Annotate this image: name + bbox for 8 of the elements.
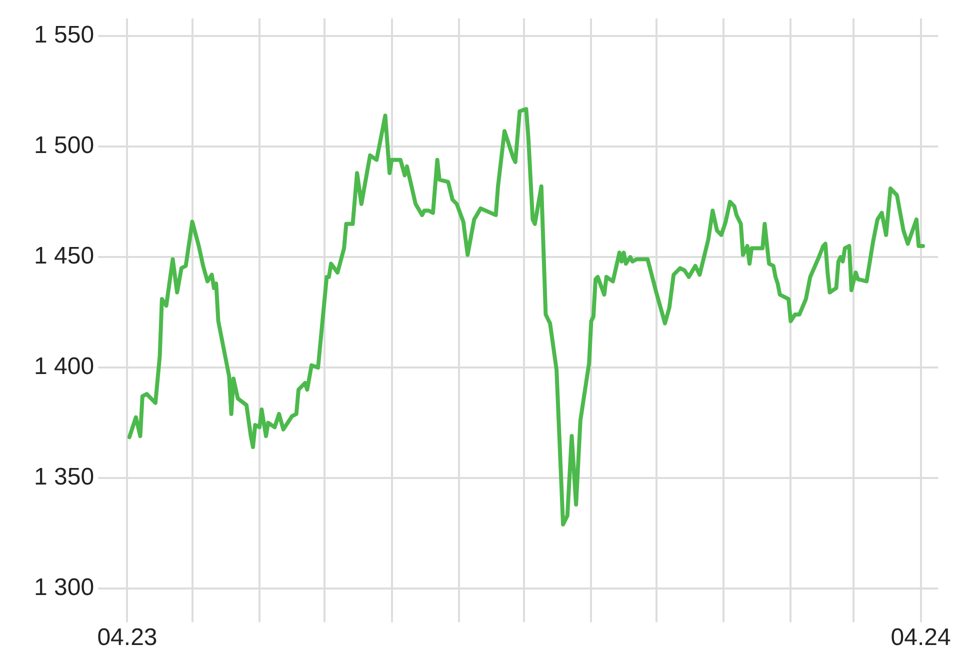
y-tick-label: 1 450 <box>34 242 94 270</box>
y-tick-label: 1 300 <box>34 574 94 602</box>
x-tick-label: 04.24 <box>890 624 951 652</box>
y-tick-label: 1 400 <box>34 353 94 380</box>
y-tick-label: 1 550 <box>34 22 94 49</box>
y-tick-label: 1 350 <box>34 464 94 491</box>
y-tick-label: 1 500 <box>34 132 94 160</box>
x-tick-label: 04.23 <box>97 624 158 652</box>
